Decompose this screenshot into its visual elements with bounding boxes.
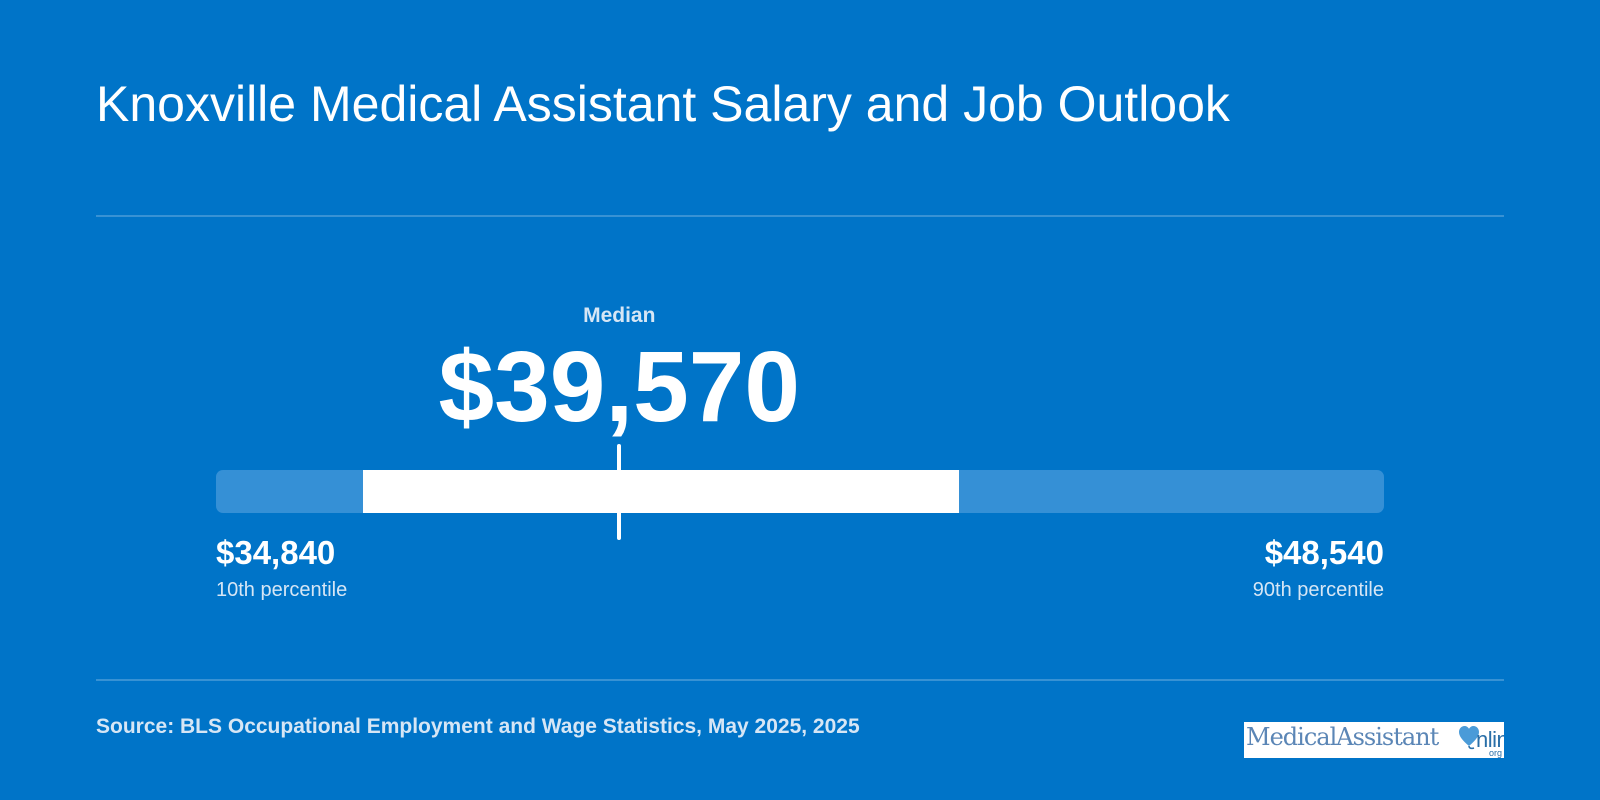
median-value: $39,570 — [438, 331, 800, 443]
logo-suffix: org — [1488, 748, 1502, 758]
salary-range-bar — [362, 470, 959, 513]
median-label: Median — [583, 304, 656, 327]
high-value: $48,540 — [1264, 534, 1384, 571]
page-title: Knoxville Medical Assistant Salary and J… — [96, 76, 1230, 132]
logo-text-secondary: nline — [1476, 727, 1504, 752]
site-logo[interactable]: MedicalAssistant nline org — [1244, 722, 1504, 758]
source-note: Source: BLS Occupational Employment and … — [96, 715, 860, 738]
median-marker — [617, 444, 622, 540]
heart-stethoscope-icon — [1459, 726, 1479, 750]
top-divider — [96, 215, 1504, 217]
salary-range-chart: Median $39,570 $34,840 10th percentile $… — [216, 290, 1384, 610]
bottom-divider — [96, 679, 1504, 681]
logo-text: MedicalAssistant — [1246, 723, 1439, 751]
low-caption: 10th percentile — [216, 579, 348, 601]
high-caption: 90th percentile — [1252, 579, 1384, 601]
low-value: $34,840 — [216, 534, 336, 571]
